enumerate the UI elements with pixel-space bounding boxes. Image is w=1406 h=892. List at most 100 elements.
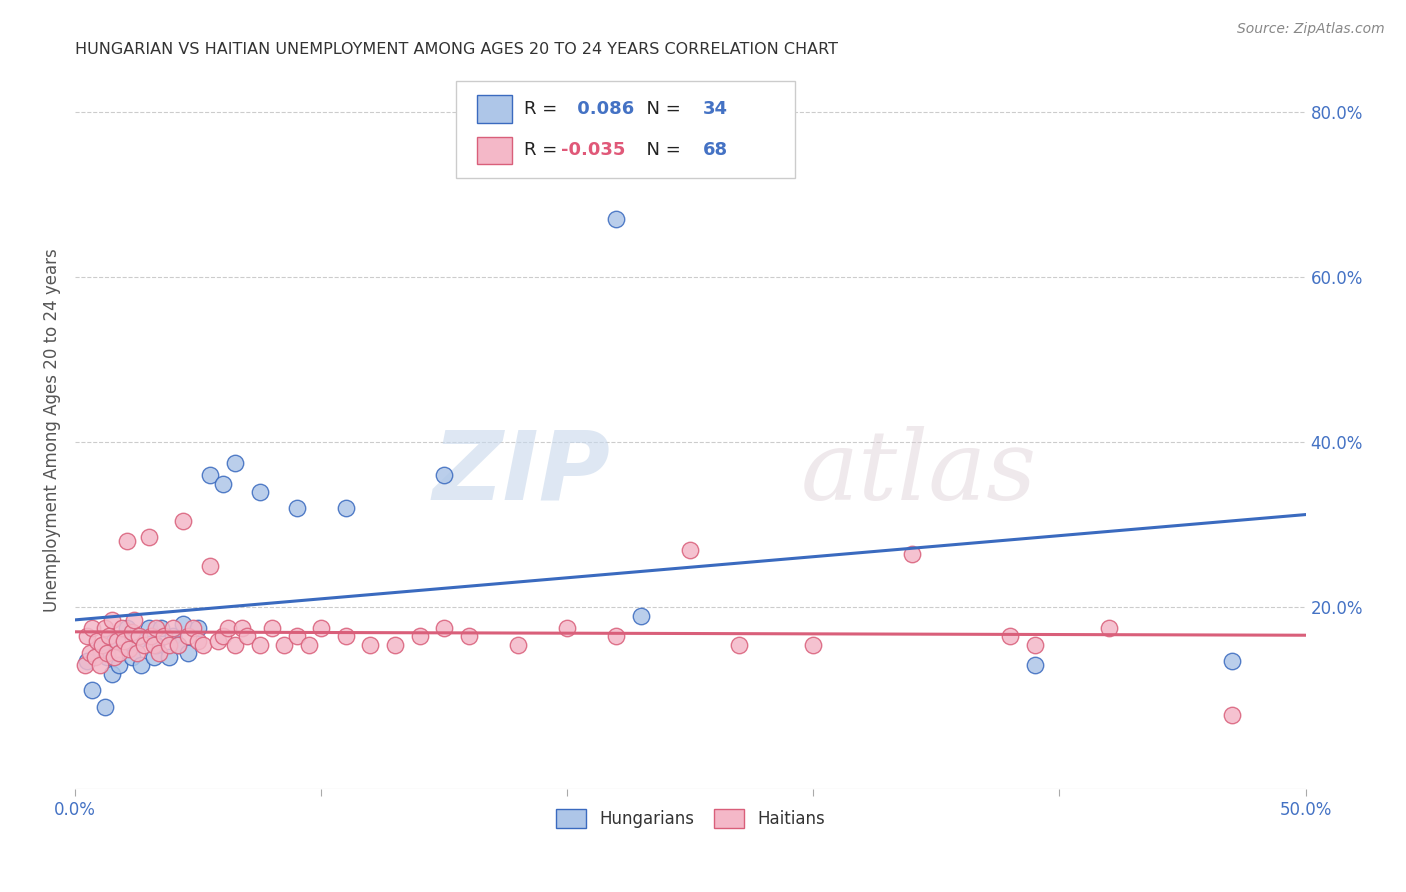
Point [200,559,222,574]
Point [167,638,190,652]
Point [335,501,357,516]
Point [998,629,1021,643]
Point [89,658,111,673]
Point [83,650,105,665]
Point [115,621,138,635]
Point [96,646,118,660]
Point [187,621,209,635]
Point [148,646,170,660]
Point [118,641,141,656]
FancyBboxPatch shape [478,136,512,164]
Point [249,484,271,499]
Text: 34: 34 [703,100,727,118]
Point [108,658,131,673]
Legend: Hungarians, Haitians: Hungarians, Haitians [548,802,831,835]
Point [605,629,627,643]
Point [111,621,134,635]
Text: N =: N = [636,141,686,159]
Point [162,629,184,643]
Point [142,650,165,665]
Point [157,638,180,652]
Point [172,617,194,632]
Text: Source: ZipAtlas.com: Source: ZipAtlas.com [1237,22,1385,37]
Point [112,638,135,652]
Point [224,456,246,470]
Point [605,212,627,227]
Point [131,658,153,673]
Point [285,629,308,643]
Point [231,621,253,635]
Point [249,638,271,652]
Point [79,646,101,660]
Point [191,638,214,652]
Point [108,646,131,660]
Point [162,621,184,635]
Point [298,638,321,652]
Point [121,650,143,665]
Point [630,608,652,623]
Point [187,633,209,648]
Point [82,683,104,698]
Point [1220,654,1243,668]
Point [91,638,114,652]
Point [115,534,138,549]
Y-axis label: Unemployment Among Ages 20 to 24 years: Unemployment Among Ages 20 to 24 years [44,248,60,612]
Point [98,629,121,643]
Point [125,646,148,660]
Text: HUNGARIAN VS HAITIAN UNEMPLOYMENT AMONG AGES 20 TO 24 YEARS CORRELATION CHART: HUNGARIAN VS HAITIAN UNEMPLOYMENT AMONG … [75,42,838,57]
Point [177,646,200,660]
Text: R =: R = [524,100,564,118]
Point [679,542,702,557]
Point [801,638,824,652]
Point [172,514,194,528]
Point [128,629,150,643]
Point [167,638,190,652]
Point [96,650,118,665]
Point [93,621,115,635]
Point [103,650,125,665]
Text: R =: R = [524,141,564,159]
Point [112,633,135,648]
Point [152,629,174,643]
Point [207,633,229,648]
Point [728,638,751,652]
Point [217,621,239,635]
Point [335,629,357,643]
Text: ZIP: ZIP [433,426,610,519]
Point [900,547,922,561]
Point [359,638,381,652]
Point [93,699,115,714]
Point [236,629,259,643]
Point [76,629,98,643]
Point [1220,707,1243,722]
Point [125,633,148,648]
Point [145,638,167,652]
FancyBboxPatch shape [457,81,794,178]
Point [86,633,108,648]
Point [224,638,246,652]
Point [76,654,98,668]
Point [101,666,124,681]
Point [457,629,479,643]
Point [150,621,173,635]
Point [384,638,406,652]
Text: N =: N = [636,100,686,118]
Point [408,629,430,643]
Point [433,621,456,635]
Point [142,638,165,652]
Point [285,501,308,516]
FancyBboxPatch shape [478,95,512,122]
Point [309,621,332,635]
Point [101,613,124,627]
Point [1024,638,1046,652]
Point [141,629,163,643]
Point [122,613,145,627]
Point [145,621,167,635]
Point [200,468,222,483]
Point [103,633,125,648]
Point [138,530,160,544]
Point [132,638,155,652]
Point [211,476,233,491]
Point [121,625,143,640]
Point [1098,621,1121,635]
